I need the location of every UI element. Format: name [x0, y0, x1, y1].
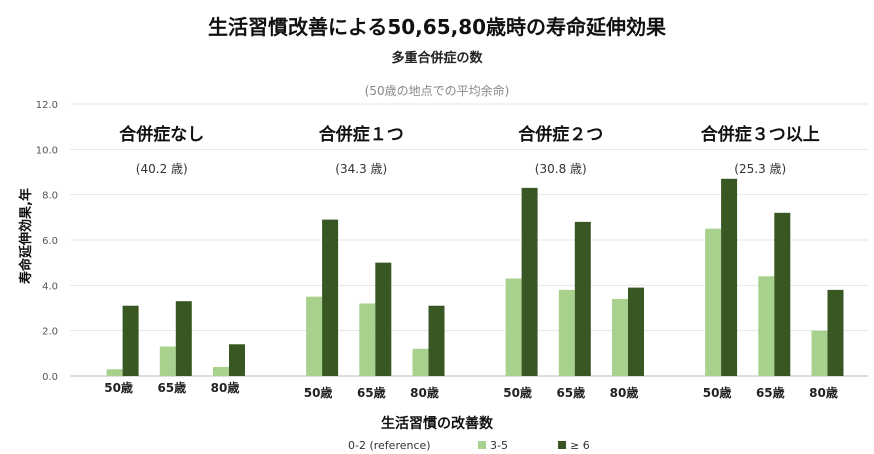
x-tick-label: 50歳	[104, 380, 133, 395]
group-life-expectancy: (40.2 歳)	[136, 162, 188, 176]
bar-3-5	[306, 296, 323, 376]
x-axis-label: 生活習慣の改善数	[381, 415, 494, 432]
y-tick-label: 0.0	[42, 372, 58, 383]
labels: 0.0 2.0 4.0 6.0 8.0 10.0 12.0 合併症なし (40.2 歳) 50歳 6…	[36, 100, 838, 400]
y-tick-label: 12.0	[36, 100, 58, 111]
legend-label: ≥ 6	[570, 439, 590, 452]
chart-subtitle: 多重合併症の数	[391, 50, 483, 66]
bar-6plus	[574, 221, 591, 376]
y-tick-label: 4.0	[42, 281, 58, 292]
bar-6plus	[375, 262, 392, 376]
y-axis-label: 寿命延伸効果,年	[18, 188, 34, 284]
legend-swatch	[558, 441, 566, 449]
x-tick-label: 65歳	[756, 385, 785, 400]
bar-6plus	[721, 178, 738, 376]
x-tick-label: 80歳	[410, 385, 439, 400]
legend: 0-2 (reference) 3-5 ≥ 6	[348, 439, 590, 452]
bar-3-5	[612, 298, 628, 376]
group-title: 合併症１つ	[319, 124, 404, 145]
bar-3-5	[106, 369, 123, 376]
bar-6plus	[122, 305, 139, 376]
bar-3-5	[213, 366, 229, 376]
group-life-expectancy: (34.3 歳)	[335, 162, 387, 176]
chart-title: 生活習慣改善による50,65,80歳時の寿命延伸効果	[208, 15, 666, 39]
legend-label: 3-5	[490, 439, 508, 452]
bars	[106, 178, 844, 376]
x-tick-label: 65歳	[357, 385, 386, 400]
y-tick-label: 6.0	[42, 236, 58, 247]
bar-6plus	[229, 344, 245, 376]
bar-3-5	[811, 330, 828, 376]
legend-label: 0-2 (reference)	[348, 439, 431, 452]
x-tick-label: 80歳	[610, 385, 639, 400]
bar-3-5	[705, 228, 722, 376]
x-tick-label: 80歳	[211, 380, 240, 395]
gridlines	[70, 103, 868, 377]
y-tick-label: 2.0	[42, 327, 58, 338]
bar-3-5	[558, 289, 575, 376]
bar-6plus	[175, 301, 192, 376]
x-tick-label: 65歳	[556, 385, 585, 400]
bar-6plus	[827, 289, 844, 376]
group-life-expectancy: (25.3 歳)	[734, 162, 786, 176]
bar-3-5	[505, 278, 522, 376]
bar-6plus	[521, 187, 538, 376]
bar-3-5	[359, 303, 376, 376]
group-title: 合併症２つ	[518, 124, 603, 145]
bar-3-5	[412, 348, 429, 376]
bar-3-5	[758, 276, 775, 376]
group-title: 合併症３つ以上	[701, 124, 820, 145]
group-life-expectancy: (30.8 歳)	[535, 162, 587, 176]
bar-6plus	[628, 287, 644, 376]
x-tick-label: 65歳	[157, 380, 186, 395]
x-tick-label: 50歳	[503, 385, 532, 400]
x-tick-label: 50歳	[304, 385, 333, 400]
y-tick-label: 10.0	[36, 145, 58, 156]
bar-3-5	[159, 346, 176, 376]
chart-note: (50歳の地点での平均余命)	[365, 83, 510, 98]
bar-6plus	[774, 212, 791, 376]
bar-6plus	[322, 219, 339, 376]
bar-6plus	[428, 305, 445, 376]
y-tick-label: 8.0	[42, 191, 58, 202]
x-tick-label: 80歳	[809, 385, 838, 400]
group-title: 合併症なし	[119, 124, 204, 145]
legend-swatch	[478, 441, 486, 449]
x-tick-label: 50歳	[703, 385, 732, 400]
